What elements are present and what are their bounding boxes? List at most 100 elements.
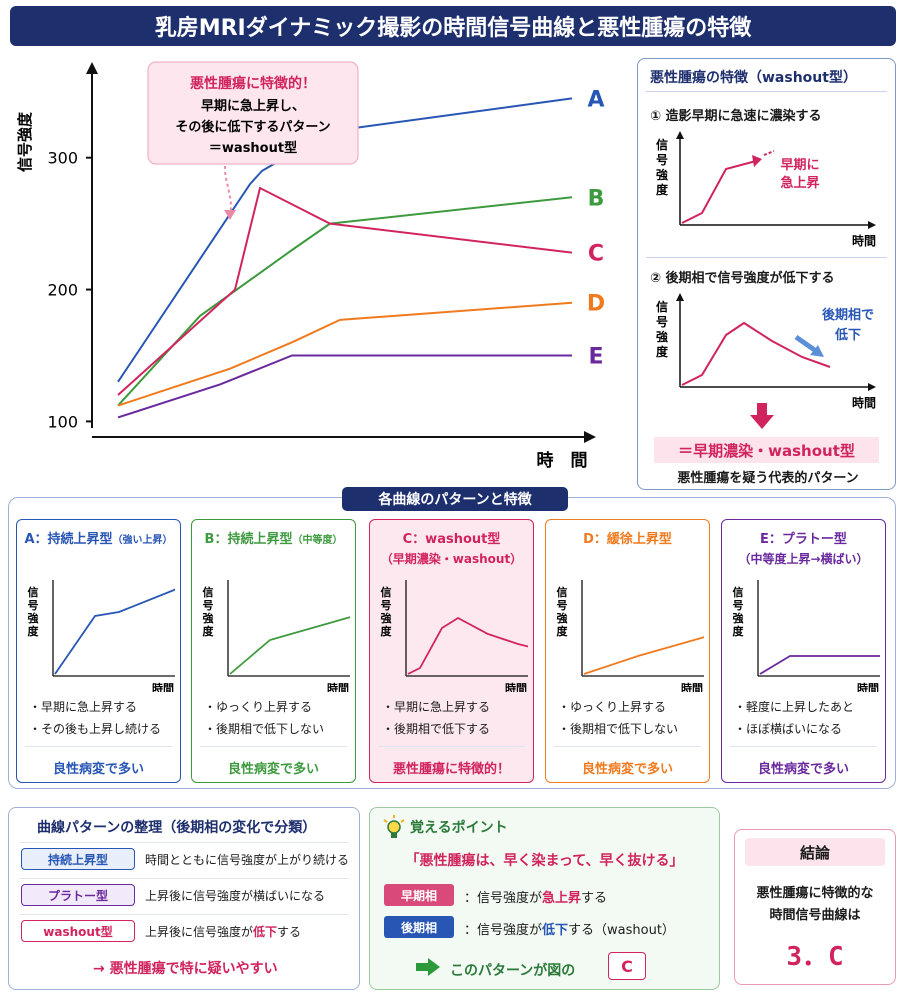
- card-subtitle: （中等度上昇→横ばい）: [738, 552, 869, 566]
- tag-early: 早期相: [384, 884, 454, 906]
- series-line-c: [117, 186, 573, 396]
- side-conclusion-text: 悪性腫瘍を疑う代表的パターン: [677, 471, 859, 486]
- series-label-d: D: [587, 292, 605, 317]
- mini-x-label: 時間: [852, 395, 876, 410]
- axis-y-char: 信: [203, 585, 214, 599]
- down-arrow-icon: [750, 403, 774, 429]
- summary-footer: → 悪性腫瘍で特に疑いやすい: [93, 961, 278, 977]
- axis-y-char: 号: [381, 599, 392, 612]
- pill-washout: washout型: [21, 920, 135, 942]
- mini-x-label: 時間: [152, 681, 174, 692]
- series-line-b: [117, 196, 573, 407]
- axis-y-char: 度: [28, 624, 40, 638]
- side-step1: ① 造影早期に急速に濃染する: [650, 109, 822, 124]
- pattern-card-b: B：持続上昇型（中等度） 信号強度時間 ・ゆっくり上昇する ・後期相で低下しない 良性病…: [191, 519, 356, 783]
- axis-y-char: 度: [557, 624, 569, 638]
- mini-x-label: 時間: [681, 681, 703, 692]
- card-title-small: （中等度）: [292, 535, 343, 546]
- desc-plateau: 上昇後に信号強度が横ばいになる: [145, 889, 326, 903]
- divider: [19, 878, 349, 879]
- mini-x-label: 時間: [857, 681, 879, 692]
- mini-curve-washout: [681, 321, 831, 386]
- pattern-card-e: E：プラトー型 （中等度上昇→横ばい） 信号強度時間 ・軽度に上昇したあと ・ほぼ横ばい…: [721, 519, 886, 783]
- right-arrow-icon: [416, 958, 440, 976]
- divider: [646, 91, 887, 92]
- pattern-card-c: C：washout型 （早期濃染・washout） 信号強度時間 ・早期に急上昇する・…: [369, 519, 534, 783]
- conclusion-title: 結論: [745, 838, 885, 866]
- tag-late: 後期相: [384, 916, 454, 938]
- card-title: E：プラトー型: [760, 532, 847, 547]
- card-subtitle: （早期濃染・washout）: [380, 552, 523, 566]
- axis-y-char: 号: [656, 152, 668, 167]
- x-axis-label: 時 間: [537, 450, 588, 471]
- axis-y-char: 信: [557, 585, 568, 599]
- points-quote: 「悪性腫瘍は、早く染まって、早く抜ける」: [405, 853, 684, 869]
- conclusion-line1: 悪性腫瘍に特徴的な: [756, 886, 874, 901]
- desc-persistent: 時間とともに信号強度が上がり続ける: [145, 853, 350, 867]
- side-panel-title: 悪性腫瘍の特徴（washout型）: [650, 70, 857, 86]
- text: する: [581, 891, 608, 906]
- card-bullet-2: ・後期相で低下しない: [558, 722, 679, 736]
- points-footer: このパターンが図の: [450, 963, 576, 979]
- desc-text: する: [277, 925, 302, 939]
- callout-line2: その後に低下するパターン: [175, 119, 330, 135]
- axis-y-char: 号: [203, 599, 214, 612]
- axis-y-char: 度: [733, 624, 745, 638]
- side-mini-chart-2: 信 号 強 度 時間 後期相で 低下: [656, 293, 876, 410]
- axis-y-char: 度: [381, 624, 393, 638]
- callout-pointer: [223, 165, 232, 215]
- divider: [730, 746, 877, 747]
- mini-curve-arrow: [752, 155, 762, 167]
- y-axis-label: 信号強度: [16, 111, 34, 172]
- summary-title: 曲線パターンの整理（後期相の変化で分類）: [37, 820, 317, 836]
- axis-y-char: 強: [557, 611, 568, 625]
- divider: [554, 746, 701, 747]
- mini-y-arrow: [676, 131, 684, 139]
- late-text: ：信号強度が低下する（washout）: [464, 919, 675, 938]
- mini-x-label: 時間: [505, 681, 527, 692]
- axis-y-char: 信: [656, 137, 668, 152]
- axis-y-char: 強: [28, 611, 39, 625]
- axis-y-char: 信: [733, 585, 744, 599]
- callout-pointer-tip: [224, 210, 236, 220]
- desc-highlight: 低下: [253, 925, 278, 939]
- card-curve: [583, 636, 704, 675]
- divider: [200, 746, 347, 747]
- card-bullet-2: ・その後も上昇し続ける: [29, 722, 162, 736]
- series-label-b: B: [588, 186, 605, 211]
- divider: [19, 914, 349, 915]
- points-box: 覚えるポイント 「悪性腫瘍は、早く染まって、早く抜ける」 早期相 ：信号強度が急…: [369, 807, 720, 990]
- card-footer: 悪性腫瘍に特徴的！: [392, 762, 510, 777]
- answer-box: C: [608, 952, 646, 980]
- pill-persistent: 持続上昇型: [21, 848, 135, 870]
- text: ：信号強度が: [464, 923, 543, 938]
- card-footer: 良性病変で多い: [757, 762, 849, 777]
- callout-head: 悪性腫瘍に特徴的！: [190, 75, 316, 92]
- mini-x-arrow: [868, 221, 876, 229]
- card-bullet-1: ・早期に急上昇する: [29, 700, 138, 714]
- highlight: 低下: [542, 923, 569, 938]
- step2-note2: 低下: [834, 327, 861, 343]
- card-curve: [759, 655, 880, 675]
- card-bullet-1: ・ゆっくり上昇する: [558, 700, 667, 714]
- card-title: C：washout型: [402, 532, 501, 547]
- step1-note1: 早期に: [780, 158, 819, 173]
- step2-note1: 後期相で: [822, 307, 874, 323]
- pattern-card-d: D：緩徐上昇型信号強度時間 ・ゆっくり上昇する ・後期相で低下しない 良性病変で多い: [545, 519, 710, 783]
- card-curve: [407, 616, 528, 675]
- desc-text: 上昇後に信号強度が: [145, 925, 254, 939]
- series-label-c: C: [588, 242, 604, 267]
- card-footer: 良性病変で多い: [52, 762, 144, 777]
- card-title-main: B：持続上昇型: [204, 532, 293, 547]
- series-line-e: [117, 354, 572, 419]
- conclusion-answer: 3．C: [786, 942, 844, 972]
- pill-plateau: プラトー型: [21, 884, 135, 906]
- series-line-d: [117, 301, 573, 407]
- divider: [25, 746, 172, 747]
- conclusion-line2: 時間信号曲線は: [769, 908, 861, 923]
- pattern-card-a: A：持続上昇型（強い上昇） 信号強度時間 ・早期に急上昇する ・その後も上昇し続ける良…: [16, 519, 181, 783]
